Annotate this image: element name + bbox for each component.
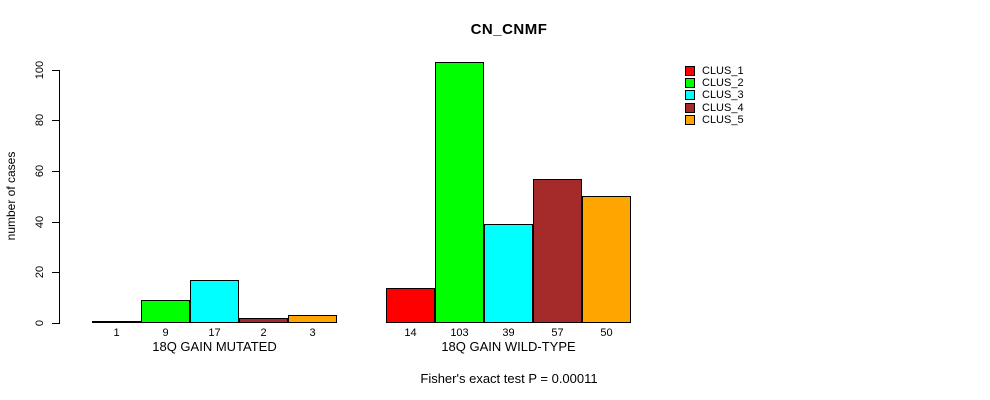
bar-clus_5-1 bbox=[288, 315, 337, 323]
y-axis-line bbox=[59, 69, 60, 324]
bar-clus_3-1 bbox=[190, 279, 239, 323]
legend-swatch-clus_4 bbox=[685, 102, 695, 113]
bar-value-label: 1 bbox=[113, 327, 120, 339]
y-tick bbox=[52, 120, 59, 122]
group-label: 18Q GAIN MUTATED bbox=[152, 339, 277, 354]
bar-value-label: 3 bbox=[309, 327, 316, 339]
legend-label-clus_5: CLUS_5 bbox=[702, 113, 744, 126]
bar-clus_2-1 bbox=[141, 300, 190, 323]
bar-clus_2-2 bbox=[435, 61, 484, 323]
bar-value-label: 14 bbox=[404, 327, 417, 339]
bar-value-label: 57 bbox=[551, 327, 564, 339]
bar-clus_5-2 bbox=[582, 196, 631, 324]
bar-clus_1-2 bbox=[386, 287, 435, 323]
legend-swatch-clus_5 bbox=[685, 114, 695, 125]
bar-value-label: 39 bbox=[502, 327, 515, 339]
y-tick bbox=[52, 170, 59, 172]
y-tick bbox=[52, 221, 59, 223]
bar-value-label: 103 bbox=[450, 327, 469, 339]
bar-clus_4-2 bbox=[533, 178, 582, 323]
group-label: 18Q GAIN WILD-TYPE bbox=[441, 339, 576, 354]
chart-title: CN_CNMF bbox=[470, 21, 548, 38]
fisher-test-annotation: Fisher's exact test P = 0.00011 bbox=[420, 371, 598, 386]
bar-value-label: 2 bbox=[260, 327, 267, 339]
legend-label-clus_4: CLUS_4 bbox=[702, 101, 744, 114]
bar-clus_1-1 bbox=[92, 320, 141, 323]
legend-label-clus_2: CLUS_2 bbox=[702, 77, 744, 90]
legend-swatch-clus_1 bbox=[685, 66, 695, 76]
bar-value-label: 17 bbox=[208, 327, 221, 339]
legend-label-clus_1: CLUS_1 bbox=[702, 65, 744, 77]
legend-swatch-clus_3 bbox=[685, 90, 695, 101]
bar-clus_3-2 bbox=[484, 224, 533, 323]
y-tick bbox=[52, 272, 59, 274]
y-tick bbox=[52, 323, 59, 324]
bar-value-label: 50 bbox=[600, 327, 613, 339]
y-tick bbox=[52, 69, 59, 71]
bar-value-label: 9 bbox=[162, 327, 169, 339]
bar-clus_4-1 bbox=[239, 317, 288, 323]
legend-swatch-clus_2 bbox=[685, 78, 695, 89]
legend-label-clus_3: CLUS_3 bbox=[702, 89, 744, 102]
